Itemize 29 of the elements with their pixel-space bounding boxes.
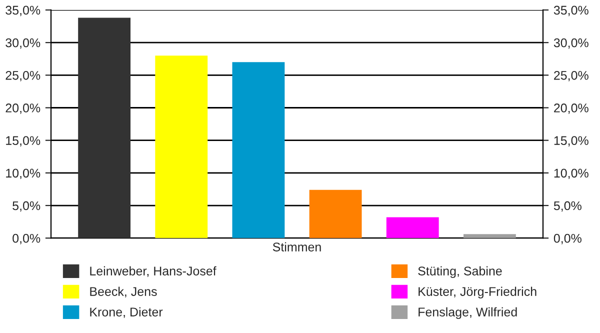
legend-label: Beeck, Jens: [90, 286, 157, 298]
text: 10,0%: [554, 168, 588, 180]
y-tick-label: 30,0%: [6, 38, 40, 49]
y-tick-label: 20,0%: [6, 104, 40, 114]
text: 20,0%: [554, 104, 588, 114]
bar: [309, 190, 362, 238]
legend-label: Stüting, Sabine: [418, 266, 502, 278]
legend-label: Krone, Dieter: [90, 307, 163, 318]
bar: [232, 62, 285, 238]
text: 0,0%: [554, 234, 582, 244]
y-tick-label: 35,0%: [6, 6, 40, 16]
bar: [386, 217, 439, 238]
y-tick-label: 0,0%: [12, 234, 40, 244]
y-tick-label: 10,0%: [6, 168, 40, 180]
legend-label: Fenslage, Wilfried: [418, 307, 517, 319]
x-tick-label: Stimmen: [272, 242, 321, 252]
text: 15,0%: [554, 136, 588, 146]
text: 25,0%: [554, 70, 588, 82]
legend-label: Küster, Jörg-Friedrich: [418, 286, 536, 298]
bar: [78, 18, 131, 238]
y-tick-label: 5,0%: [12, 201, 40, 212]
legend-label: Leinweber, Hans-Josef: [90, 266, 216, 277]
bar: [463, 234, 516, 238]
bar: [155, 56, 208, 238]
text: 30,0%: [554, 38, 588, 49]
y-tick-label: 25,0%: [6, 70, 40, 82]
text: 5,0%: [554, 201, 582, 212]
y-tick-label: 15,0%: [6, 136, 40, 146]
text: 35,0%: [554, 6, 588, 16]
